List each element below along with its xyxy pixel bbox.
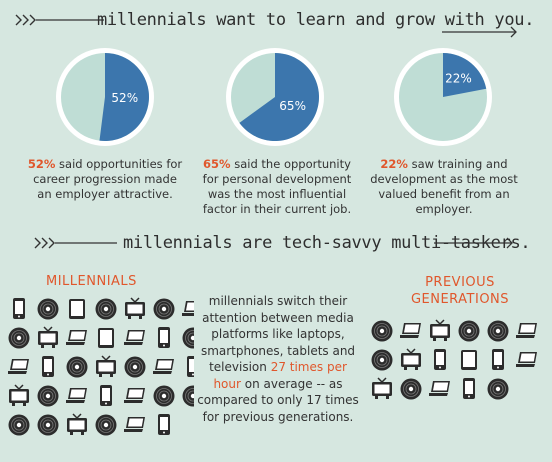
laptop-icon <box>153 359 174 374</box>
phone-icon <box>158 414 170 435</box>
tv-icon <box>96 355 116 377</box>
disc-icon <box>8 414 30 436</box>
previous-generations-device-icons <box>371 319 537 400</box>
section-header-learn: millennials want to learn and grow with … <box>0 6 552 38</box>
pie-chart-3: 22% <box>394 48 492 146</box>
disc-icon <box>487 378 509 400</box>
arrow-right-icon <box>434 237 513 249</box>
caption-2: 65% said the opportunity for personal de… <box>196 157 358 217</box>
section-header-tech: millennials are tech-savvy multi-taskers… <box>0 229 552 257</box>
disc-icon <box>371 320 393 342</box>
disc-icon <box>182 385 194 407</box>
pie-value-slice <box>443 53 487 97</box>
disc-icon <box>37 385 59 407</box>
statement-text-after: on average -- as compared to only 17 tim… <box>197 376 359 424</box>
disc-icon <box>153 298 175 320</box>
previous-generations-heading: PREVIOUS GENERATIONS <box>400 274 520 308</box>
disc-icon <box>124 356 146 378</box>
caption-1-percent: 52% <box>27 157 56 171</box>
caption-2-text: said the opportunity for personal develo… <box>202 157 352 216</box>
phone-icon <box>463 378 475 399</box>
phone-icon <box>492 349 504 370</box>
laptop-icon <box>516 352 537 367</box>
caption-3-percent: 22% <box>380 157 408 171</box>
tablet-icon <box>461 350 477 370</box>
disc-icon <box>487 320 509 342</box>
tv-icon <box>125 297 145 319</box>
pie-value-label: 65% <box>279 99 306 113</box>
previous-heading-line2: GENERATIONS <box>410 292 510 307</box>
disc-icon <box>95 414 117 436</box>
pie-chart-1: 52% <box>56 48 154 146</box>
section-title-learn: millennials want to learn and grow with … <box>97 10 535 30</box>
phone-icon <box>434 349 446 370</box>
caption-3-text: saw training and development as the most… <box>370 157 518 216</box>
disc-icon <box>400 378 422 400</box>
disc-icon <box>37 298 59 320</box>
millennials-heading: MILLENNIALS <box>46 274 137 289</box>
disc-icon <box>95 298 117 320</box>
pie-value-label: 52% <box>111 91 138 105</box>
pie-chart-2: 65% <box>226 48 324 146</box>
laptop-icon <box>124 330 145 345</box>
laptop-icon <box>66 388 87 403</box>
disc-icon <box>66 356 88 378</box>
tablet-icon <box>69 299 85 319</box>
pie-value-slice <box>239 53 319 141</box>
tablet-icon <box>98 328 114 348</box>
tv-icon <box>430 319 450 341</box>
disc-icon <box>458 320 480 342</box>
disc-icon <box>153 385 175 407</box>
pie-value-slice <box>99 53 149 141</box>
disc-icon <box>182 327 194 349</box>
previous-heading-line1: PREVIOUS <box>425 275 495 290</box>
caption-1: 52% said opportunities for career progre… <box>25 157 185 202</box>
statement-highlight: 27 times per hour <box>213 360 347 391</box>
caption-1-text: said opportunities for career progressio… <box>33 157 183 201</box>
tv-icon <box>67 413 87 435</box>
chevron-arrows-icon <box>34 237 117 249</box>
phone-icon <box>187 356 194 377</box>
phone-icon <box>13 298 25 319</box>
laptop-icon <box>182 301 194 316</box>
statement-text-before: millennials switch their attention betwe… <box>200 294 356 374</box>
laptop-icon <box>66 330 87 345</box>
tv-icon <box>401 348 421 370</box>
caption-3: 22% saw training and development as the … <box>366 157 522 217</box>
tv-icon <box>372 377 392 399</box>
disc-icon <box>371 349 393 371</box>
disc-icon <box>8 327 30 349</box>
laptop-icon <box>124 388 145 403</box>
phone-icon <box>100 385 112 406</box>
laptop-icon <box>124 417 145 432</box>
tv-icon <box>38 326 58 348</box>
section-title-tech: millennials are tech-savvy multi-taskers… <box>123 233 531 253</box>
phone-icon <box>42 356 54 377</box>
laptop-icon <box>516 323 537 338</box>
pie-value-label: 22% <box>445 71 472 85</box>
arrow-right-icon <box>442 26 517 38</box>
caption-2-percent: 65% <box>203 157 231 171</box>
millennials-device-icons <box>8 297 194 436</box>
phone-icon <box>158 327 170 348</box>
tv-icon <box>9 384 29 406</box>
chevron-arrows-icon <box>15 14 104 26</box>
laptop-icon <box>8 359 29 374</box>
disc-icon <box>37 414 59 436</box>
multitasking-statement: millennials switch their attention betwe… <box>196 293 360 425</box>
laptop-icon <box>429 381 450 396</box>
laptop-icon <box>400 323 421 338</box>
